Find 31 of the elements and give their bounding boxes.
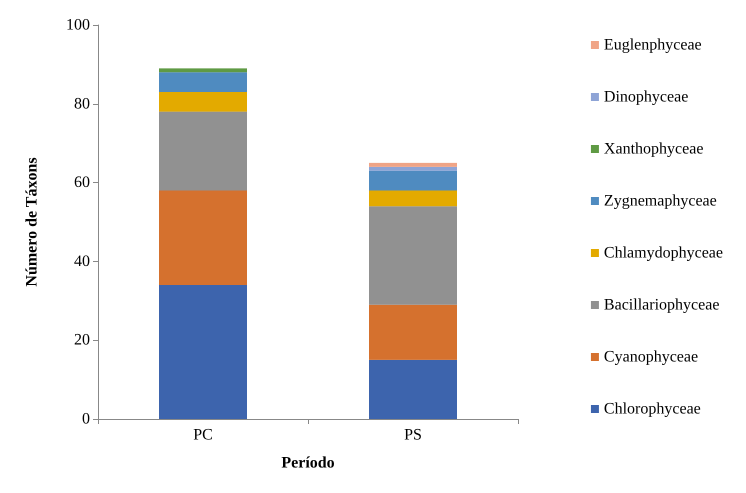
legend-label: Dinophyceae <box>604 88 688 106</box>
bar <box>159 112 247 190</box>
bar <box>369 206 457 305</box>
bar <box>369 162 457 167</box>
bar <box>159 190 247 286</box>
bar <box>159 72 247 92</box>
y-tick-label: 0 <box>82 410 90 428</box>
x-tick-label: PC <box>193 426 213 444</box>
bar <box>159 68 247 72</box>
bar <box>369 304 457 360</box>
bar <box>159 285 247 419</box>
bar <box>369 190 457 206</box>
x-axis-title: Período <box>281 454 335 472</box>
x-tick-label: PS <box>404 426 422 444</box>
legend-label: Chlorophyceae <box>604 400 701 418</box>
legend-label: Zygnemaphyceae <box>604 192 717 210</box>
y-tick-label: 60 <box>74 174 90 192</box>
y-tick-label: 100 <box>66 16 90 34</box>
bar <box>369 170 457 190</box>
legend-label: Cyanophyceae <box>604 348 698 366</box>
y-tick-label: 20 <box>74 332 90 349</box>
legend-label: Bacillariophyceae <box>604 296 720 314</box>
bar <box>159 92 247 112</box>
bar <box>369 166 457 171</box>
legend-label: Chlamydophyceae <box>604 244 724 262</box>
y-tick-label: 40 <box>74 252 90 270</box>
y-tick-label: 80 <box>74 95 90 112</box>
legend-label: Euglenphyceae <box>604 36 702 54</box>
y-axis-title: Número de Táxons <box>24 157 40 287</box>
legend-label: Xanthophyceae <box>604 140 704 158</box>
bar <box>369 360 457 419</box>
